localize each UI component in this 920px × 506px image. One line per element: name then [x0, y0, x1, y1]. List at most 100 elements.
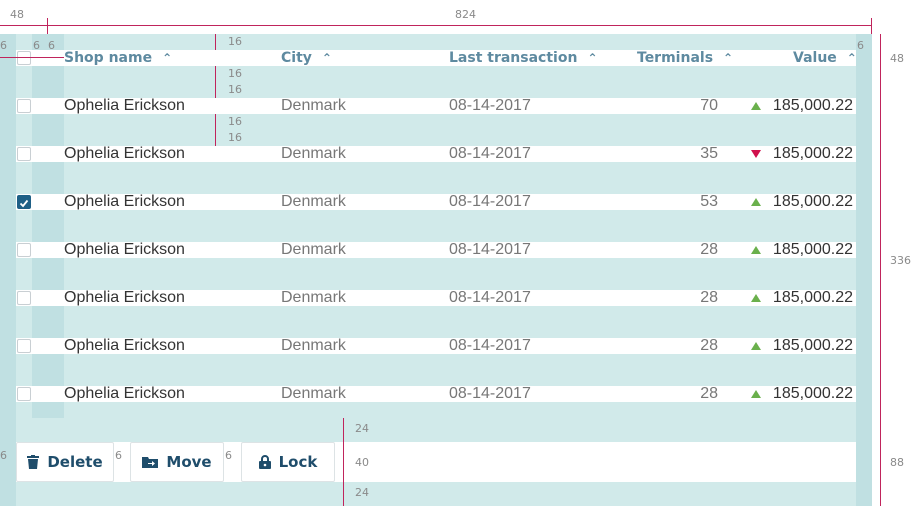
move-folder-icon [142, 457, 159, 468]
dim-line-top [0, 25, 872, 26]
row-checkbox[interactable] [17, 195, 31, 209]
table-row[interactable] [16, 386, 856, 402]
dim-gap: 6 [0, 39, 7, 52]
dim-gap: 6 [48, 39, 55, 52]
shop-name-cell: Ophelia Erickson [64, 241, 185, 258]
trash-icon [27, 455, 40, 469]
col-header-city[interactable]: City ⌃ [281, 50, 332, 66]
shop-name-cell: Ophelia Erickson [64, 385, 185, 402]
dim-pad: 16 [228, 67, 242, 80]
row-checkbox[interactable] [17, 147, 31, 161]
col-header-date[interactable]: Last transaction ⌃ [449, 50, 598, 66]
row-checkbox[interactable] [17, 243, 31, 257]
dim-tick [47, 18, 48, 34]
row-checkbox[interactable] [17, 99, 31, 113]
dim-gap: 6 [33, 39, 40, 52]
city-cell: Denmark [281, 337, 346, 354]
date-cell: 08-14-2017 [449, 145, 531, 162]
gutter-left [0, 34, 16, 506]
dim-line [343, 418, 344, 506]
lock-icon [258, 455, 271, 469]
value-cell: 185,000.22 [772, 337, 853, 354]
terminals-cell: 70 [700, 97, 718, 114]
dim-button-height: 40 [355, 456, 369, 469]
triangle-up-icon [751, 390, 761, 398]
city-cell: Denmark [281, 241, 346, 258]
triangle-up-icon [751, 294, 761, 302]
date-cell: 08-14-2017 [449, 337, 531, 354]
move-button[interactable]: Move [130, 442, 224, 482]
toolbar-top-pad [0, 418, 872, 442]
dim-toolbar-height: 88 [890, 456, 904, 469]
dim-line [0, 57, 64, 58]
dim-margin-left: 48 [10, 8, 24, 21]
dim-gap: 6 [225, 449, 232, 462]
toolbar-gutter [856, 418, 872, 506]
table-background [0, 34, 872, 418]
toolbar-bottom-pad [0, 482, 872, 506]
table-row[interactable] [16, 146, 856, 162]
toolbar-gutter [0, 418, 16, 506]
terminals-cell: 28 [700, 241, 718, 258]
dim-gap: 6 [0, 449, 7, 462]
table-row[interactable] [16, 242, 856, 258]
row-checkbox[interactable] [17, 291, 31, 305]
dim-line-right [880, 34, 881, 506]
value-cell: 185,000.22 [772, 193, 853, 210]
chevron-updown-icon: ⌃ [162, 51, 173, 65]
move-label: Move [166, 453, 212, 471]
value-cell: 185,000.22 [772, 385, 853, 402]
dim-content-width: 824 [455, 8, 476, 21]
shop-name-cell: Ophelia Erickson [64, 337, 185, 354]
chevron-updown-icon: ⌃ [846, 51, 857, 65]
shop-name-cell: Ophelia Erickson [64, 289, 185, 306]
delete-label: Delete [47, 453, 103, 471]
col-header-shop[interactable]: Shop name ⌃ [64, 50, 173, 66]
terminals-cell: 28 [700, 289, 718, 306]
dim-line [215, 114, 216, 146]
city-cell: Denmark [281, 97, 346, 114]
city-cell: Denmark [281, 385, 346, 402]
select-all-checkbox[interactable] [17, 51, 31, 65]
chevron-updown-icon: ⌃ [587, 51, 598, 65]
triangle-up-icon [751, 342, 761, 350]
header-row [16, 50, 856, 66]
table-row[interactable] [16, 338, 856, 354]
row-checkbox[interactable] [17, 339, 31, 353]
triangle-up-icon [751, 246, 761, 254]
date-cell: 08-14-2017 [449, 193, 531, 210]
dim-line [215, 66, 216, 98]
gutter-right [856, 34, 872, 506]
dim-pad: 16 [228, 115, 242, 128]
city-cell: Denmark [281, 289, 346, 306]
triangle-down-icon [751, 150, 761, 158]
gutter-cb [32, 34, 64, 418]
chevron-updown-icon: ⌃ [723, 51, 734, 65]
value-cell: 185,000.22 [772, 145, 853, 162]
table-row[interactable] [16, 290, 856, 306]
city-cell: Denmark [281, 193, 346, 210]
date-cell: 08-14-2017 [449, 241, 531, 258]
col-header-value[interactable]: Value ⌃ [793, 50, 857, 66]
city-cell: Denmark [281, 145, 346, 162]
terminals-cell: 53 [700, 193, 718, 210]
dim-gap: 6 [115, 449, 122, 462]
terminals-cell: 35 [700, 145, 718, 162]
lock-button[interactable]: Lock [241, 442, 335, 482]
shop-name-cell: Ophelia Erickson [64, 97, 185, 114]
col-header-terminals[interactable]: Terminals ⌃ [637, 50, 734, 66]
dim-pad: 16 [228, 131, 242, 144]
dim-line [215, 34, 216, 50]
dim-pad: 24 [355, 422, 369, 435]
dim-pad: 16 [228, 35, 242, 48]
table-row[interactable] [16, 194, 856, 210]
lock-label: Lock [278, 453, 318, 471]
dim-pad: 24 [355, 486, 369, 499]
table-row[interactable] [16, 98, 856, 114]
dim-header-height: 48 [890, 52, 904, 65]
shop-name-cell: Ophelia Erickson [64, 193, 185, 210]
row-checkbox[interactable] [17, 387, 31, 401]
triangle-up-icon [751, 102, 761, 110]
value-cell: 185,000.22 [772, 241, 853, 258]
delete-button[interactable]: Delete [16, 442, 114, 482]
